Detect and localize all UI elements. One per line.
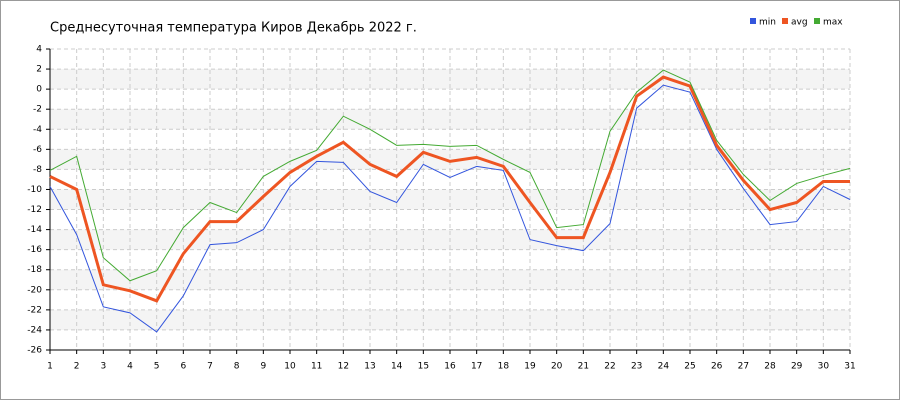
y-tick-label: -18 bbox=[27, 265, 42, 275]
x-tick-label: 5 bbox=[154, 362, 160, 372]
x-tick-label: 10 bbox=[284, 362, 296, 372]
y-tick-label: -16 bbox=[27, 245, 42, 255]
legend-swatch bbox=[750, 18, 756, 24]
y-tick-label: -22 bbox=[27, 305, 42, 315]
chart-title: Среднесуточная температура Киров Декабрь… bbox=[50, 21, 417, 36]
x-tick-label: 30 bbox=[818, 362, 830, 372]
y-tick-label: -12 bbox=[27, 205, 42, 215]
x-tick-label: 25 bbox=[684, 362, 695, 372]
x-tick-label: 20 bbox=[551, 362, 563, 372]
x-tick-label: 29 bbox=[791, 362, 803, 372]
y-tick-label: 0 bbox=[36, 85, 42, 95]
x-tick-label: 13 bbox=[364, 362, 375, 372]
x-tick-label: 18 bbox=[498, 362, 510, 372]
x-tick-label: 19 bbox=[524, 362, 536, 372]
y-tick-label: -6 bbox=[33, 145, 42, 155]
x-tick-label: 17 bbox=[471, 362, 482, 372]
band bbox=[50, 149, 850, 170]
x-tick-label: 6 bbox=[180, 362, 186, 372]
x-tick-label: 28 bbox=[764, 362, 776, 372]
legend-swatch bbox=[782, 18, 788, 24]
x-tick-label: 24 bbox=[658, 362, 670, 372]
x-tick-label: 21 bbox=[578, 362, 589, 372]
legend-label: min bbox=[759, 18, 776, 28]
line bbox=[49, 69, 851, 282]
x-tick-label: 9 bbox=[260, 362, 266, 372]
x-tick-label: 11 bbox=[311, 362, 322, 372]
y-tick-label: -2 bbox=[33, 105, 42, 115]
y-tick-label: -10 bbox=[27, 185, 42, 195]
x-tick-label: 31 bbox=[844, 362, 855, 372]
x-tick-label: 14 bbox=[391, 362, 403, 372]
line bbox=[49, 84, 851, 333]
x-tick-label: 3 bbox=[100, 362, 106, 372]
y-tick-label: -4 bbox=[33, 125, 42, 135]
y-tick-label: -14 bbox=[27, 225, 42, 235]
x-tick-label: 22 bbox=[604, 362, 615, 372]
band bbox=[50, 269, 850, 290]
x-tick-label: 16 bbox=[444, 362, 456, 372]
y-tick-label: -26 bbox=[27, 346, 42, 356]
legend-label: max bbox=[823, 18, 843, 28]
x-tick-label: 23 bbox=[631, 362, 642, 372]
x-tick-label: 27 bbox=[738, 362, 749, 372]
line bbox=[49, 75, 850, 303]
x-tick-label: 4 bbox=[127, 362, 133, 372]
y-tick-label: -24 bbox=[27, 325, 42, 335]
x-tick-label: 8 bbox=[234, 362, 240, 372]
y-tick-label: 4 bbox=[36, 45, 42, 55]
legend-label: avg bbox=[791, 18, 808, 28]
x-tick-label: 2 bbox=[74, 362, 80, 372]
y-tick-label: -20 bbox=[27, 285, 42, 295]
band bbox=[50, 309, 850, 330]
x-tick-label: 7 bbox=[207, 362, 213, 372]
x-tick-label: 15 bbox=[418, 362, 429, 372]
x-tick-label: 26 bbox=[711, 362, 723, 372]
y-tick-label: 2 bbox=[36, 65, 42, 75]
x-tick-label: 12 bbox=[338, 362, 349, 372]
legend-swatch bbox=[814, 18, 820, 24]
y-tick-label: -8 bbox=[33, 165, 42, 175]
x-tick-label: 1 bbox=[47, 362, 53, 372]
